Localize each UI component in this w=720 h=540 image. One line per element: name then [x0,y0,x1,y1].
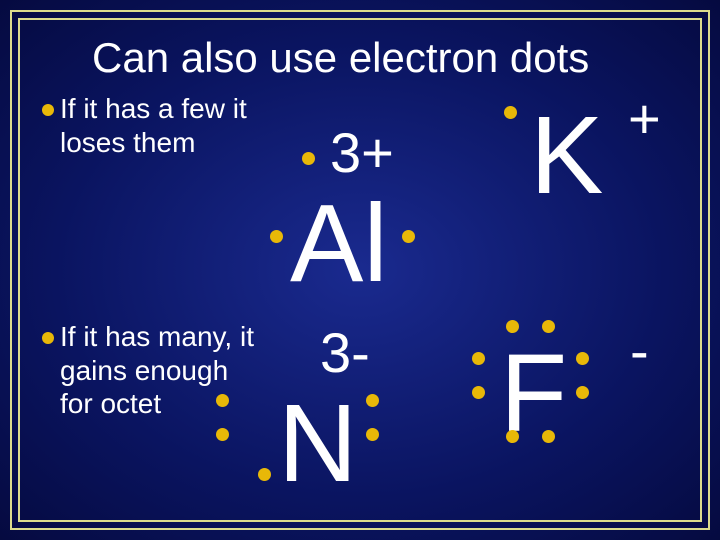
electron-F-0 [472,352,485,365]
electron-N-3 [366,394,379,407]
electron-F-3 [542,320,555,333]
electron-Al-0 [302,152,315,165]
electron-F-6 [506,430,519,443]
symbol-Al: Al [290,180,388,307]
electron-F-2 [506,320,519,333]
charge-Al: 3+ [330,120,394,185]
electron-Al-1 [270,230,283,243]
electron-F-7 [542,430,555,443]
charge-F: - [630,318,649,383]
electron-F-1 [472,386,485,399]
electron-N-2 [258,468,271,481]
charge-K: + [628,86,661,151]
electron-Al-2 [402,230,415,243]
slide-title: Can also use electron dots [92,34,589,82]
electron-N-1 [216,428,229,441]
symbol-K: K [530,92,603,219]
electron-K-0 [504,106,517,119]
symbol-N: N [278,380,357,507]
electron-N-4 [366,428,379,441]
bullet-dot-1 [42,332,54,344]
charge-N: 3- [320,320,370,385]
electron-N-0 [216,394,229,407]
electron-F-5 [576,386,589,399]
slide: Can also use electron dots If it has a f… [0,0,720,540]
electron-F-4 [576,352,589,365]
bullet-text-1: If it has many, it gains enough for octe… [60,320,260,421]
bullet-text-0: If it has a few it loses them [60,92,270,159]
bullet-dot-0 [42,104,54,116]
